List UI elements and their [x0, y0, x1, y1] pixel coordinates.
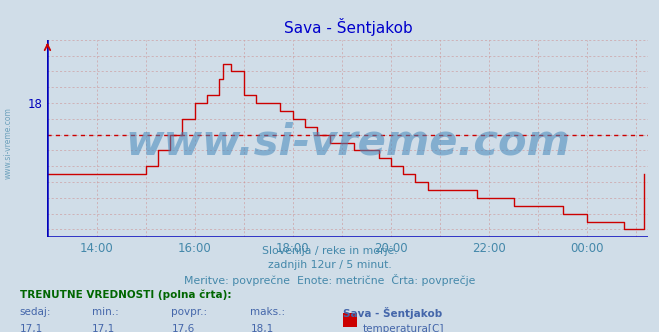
- Text: 18,1: 18,1: [250, 324, 273, 332]
- Text: 17,6: 17,6: [171, 324, 194, 332]
- Text: 17,1: 17,1: [20, 324, 43, 332]
- Text: min.:: min.:: [92, 307, 119, 317]
- Text: Sava - Šentjakob: Sava - Šentjakob: [343, 307, 442, 319]
- Text: sedaj:: sedaj:: [20, 307, 51, 317]
- Text: TRENUTNE VREDNOSTI (polna črta):: TRENUTNE VREDNOSTI (polna črta):: [20, 290, 231, 300]
- Text: povpr.:: povpr.:: [171, 307, 208, 317]
- Text: temperatura[C]: temperatura[C]: [362, 324, 444, 332]
- Title: Sava - Šentjakob: Sava - Šentjakob: [283, 18, 413, 36]
- Text: zadnjih 12ur / 5 minut.: zadnjih 12ur / 5 minut.: [268, 260, 391, 270]
- Text: 17,1: 17,1: [92, 324, 115, 332]
- Text: www.si-vreme.com: www.si-vreme.com: [125, 122, 571, 164]
- Text: maks.:: maks.:: [250, 307, 285, 317]
- Text: Slovenija / reke in morje.: Slovenija / reke in morje.: [262, 246, 397, 256]
- Text: www.si-vreme.com: www.si-vreme.com: [3, 107, 13, 179]
- Text: Meritve: povprečne  Enote: metrične  Črta: povprečje: Meritve: povprečne Enote: metrične Črta:…: [184, 274, 475, 286]
